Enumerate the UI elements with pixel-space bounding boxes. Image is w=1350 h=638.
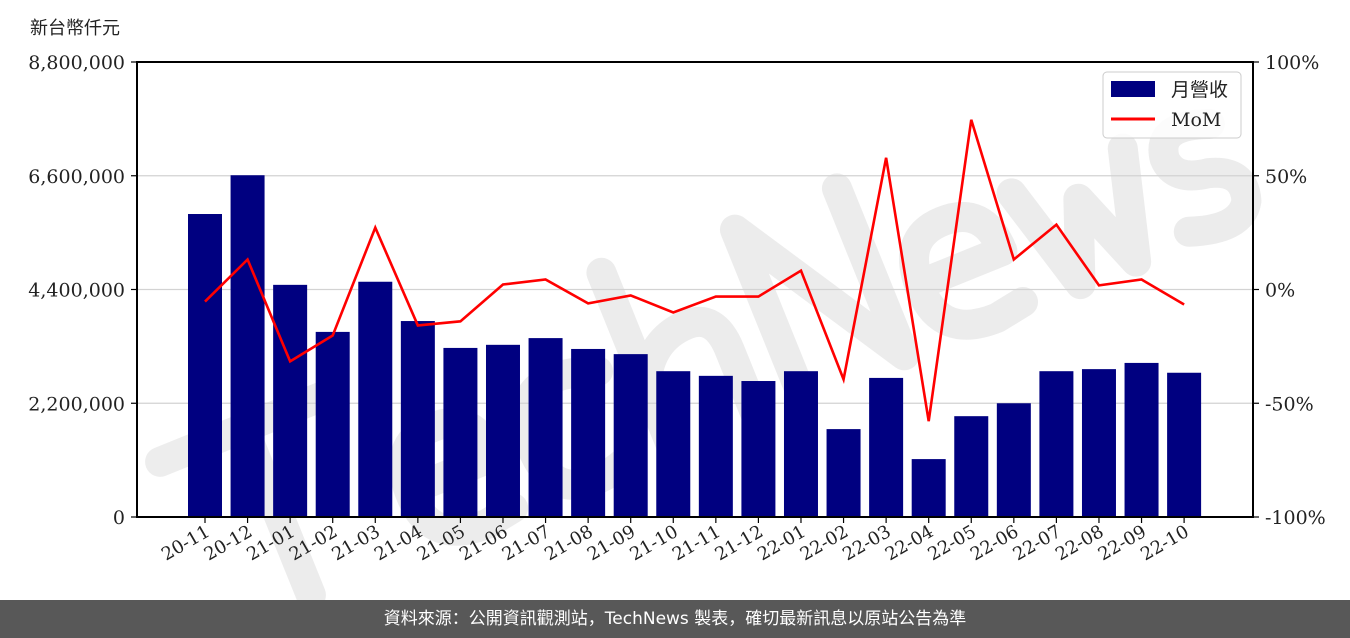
left-tick-label: 2,200,000: [28, 393, 125, 415]
x-tick-label: 21-12: [711, 521, 766, 565]
x-tick-label: 22-01: [754, 521, 809, 565]
revenue-bar-21-01: [273, 284, 308, 517]
left-tick-label: 8,800,000: [28, 52, 125, 74]
revenue-bar-21-11: [698, 375, 733, 517]
revenue-bar-21-04: [400, 321, 435, 517]
x-tick-label: 22-05: [924, 521, 979, 565]
watermark-glyph: [996, 133, 1152, 300]
revenue-bar-22-02: [826, 429, 861, 517]
x-tick-label: 21-10: [626, 521, 681, 565]
right-tick-label: 50%: [1265, 166, 1307, 188]
revenue-bar-21-12: [741, 381, 776, 517]
revenue-bar-22-08: [1081, 369, 1116, 517]
x-tick-label: 22-02: [797, 521, 852, 565]
x-tick-label: 21-08: [541, 521, 596, 565]
revenue-bar-21-02: [315, 331, 350, 517]
watermark-glyph: [719, 173, 920, 412]
left-tick-label: 0: [113, 507, 125, 529]
revenue-bar-22-07: [1039, 371, 1074, 517]
x-tick-label: 21-09: [584, 521, 639, 565]
revenue-bar-21-08: [571, 348, 606, 517]
right-tick-label: -50%: [1265, 393, 1314, 415]
watermark-glyph: [899, 202, 1039, 340]
watermark-glyph: [1148, 108, 1262, 247]
x-tick-label: 22-07: [1009, 521, 1064, 565]
revenue-bar-22-04: [911, 459, 946, 517]
revenue-bar-22-09: [1124, 362, 1159, 517]
left-tick-label: 6,600,000: [28, 166, 125, 188]
revenue-bar-21-06: [485, 344, 520, 517]
x-tick-label: 22-04: [882, 521, 937, 565]
x-tick-label: 22-06: [967, 521, 1022, 565]
revenue-bar-22-06: [996, 403, 1031, 517]
x-tick-label: 22-10: [1137, 521, 1192, 565]
revenue-bar-22-01: [783, 371, 818, 517]
legend-swatch-revenue: [1111, 81, 1155, 97]
x-tick-label: 20-12: [201, 521, 256, 565]
revenue-bar-20-11: [188, 214, 222, 518]
revenue-bar-21-05: [443, 347, 478, 517]
x-tick-label: 22-08: [1052, 521, 1107, 565]
revenue-bar-20-12: [230, 175, 265, 517]
revenue-bar-22-03: [869, 377, 904, 517]
y-axis-unit-label: 新台幣仟元: [30, 18, 120, 39]
legend-label-revenue: 月營收: [1171, 79, 1228, 101]
plot-frame: [136, 61, 1254, 518]
x-tick-label: 22-09: [1095, 521, 1150, 565]
mom-line: [204, 119, 1185, 422]
revenue-bar-22-05: [954, 416, 989, 517]
revenue-chart: 0 2,200,000 4,400,000 6,600,000 8,800,000 -10…: [28, 52, 1326, 600]
right-tick-label: 100%: [1265, 52, 1319, 74]
x-tick-label: 21-04: [371, 521, 426, 565]
revenue-bar-22-10: [1167, 372, 1202, 517]
x-tick-label: 21-11: [669, 521, 724, 565]
revenue-bar-21-10: [656, 371, 691, 517]
revenue-bar-21-07: [528, 338, 563, 517]
legend-label-mom: MoM: [1171, 109, 1221, 131]
right-tick-label: 0%: [1265, 280, 1295, 302]
revenue-bar-21-03: [358, 281, 393, 517]
source-footer: 資料來源：公開資訊觀測站，TechNews 製表，確切最新訊息以原站公告為準: [0, 600, 1350, 638]
right-tick-label: -100%: [1265, 507, 1326, 529]
x-tick-label: 21-03: [328, 521, 383, 565]
x-tick-label: 22-03: [839, 521, 894, 565]
left-tick-label: 4,400,000: [28, 280, 125, 302]
revenue-bar-21-09: [613, 354, 648, 517]
x-tick-label: 20-11: [158, 521, 213, 565]
